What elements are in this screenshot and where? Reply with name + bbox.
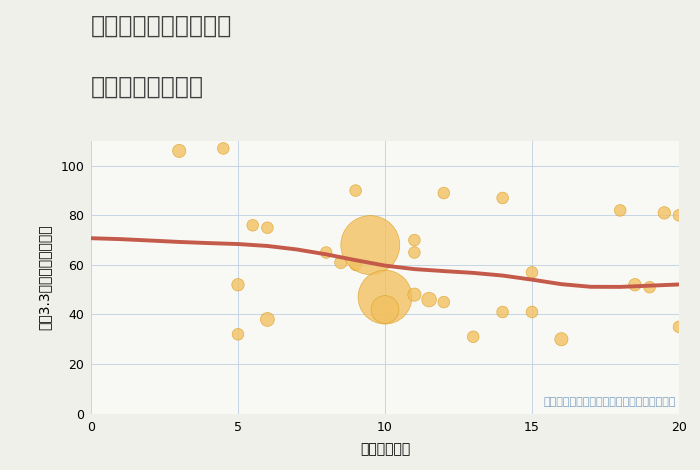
Point xyxy=(379,306,391,313)
Point xyxy=(556,336,567,343)
Point xyxy=(497,308,508,316)
Point xyxy=(526,268,538,276)
Point xyxy=(659,209,670,217)
Point xyxy=(321,249,332,256)
Point xyxy=(350,187,361,194)
Point xyxy=(218,145,229,152)
Point xyxy=(438,189,449,197)
Point xyxy=(468,333,479,341)
Text: 円の大きさは、取引のあった物件面積を示す: 円の大きさは、取引のあった物件面積を示す xyxy=(544,398,676,407)
Point xyxy=(409,236,420,244)
Point xyxy=(174,147,185,155)
Point xyxy=(438,298,449,306)
Point xyxy=(497,194,508,202)
Text: 兵庫県尼崎市西昆陽の: 兵庫県尼崎市西昆陽の xyxy=(91,14,232,38)
Point xyxy=(232,281,244,289)
Point xyxy=(424,296,435,303)
Point xyxy=(247,221,258,229)
Point xyxy=(673,212,685,219)
Point xyxy=(262,316,273,323)
Point xyxy=(644,283,655,291)
X-axis label: 駅距離（分）: 駅距離（分） xyxy=(360,442,410,456)
Point xyxy=(335,258,346,266)
Y-axis label: 坪（3.3㎡）単価（万円）: 坪（3.3㎡）単価（万円） xyxy=(38,225,52,330)
Point xyxy=(379,293,391,301)
Point xyxy=(365,241,376,249)
Point xyxy=(673,323,685,330)
Point xyxy=(232,330,244,338)
Point xyxy=(615,207,626,214)
Text: 駅距離別土地価格: 駅距離別土地価格 xyxy=(91,75,204,99)
Point xyxy=(409,249,420,256)
Point xyxy=(526,308,538,316)
Point xyxy=(350,261,361,269)
Point xyxy=(409,291,420,298)
Point xyxy=(262,224,273,232)
Point xyxy=(629,281,641,289)
